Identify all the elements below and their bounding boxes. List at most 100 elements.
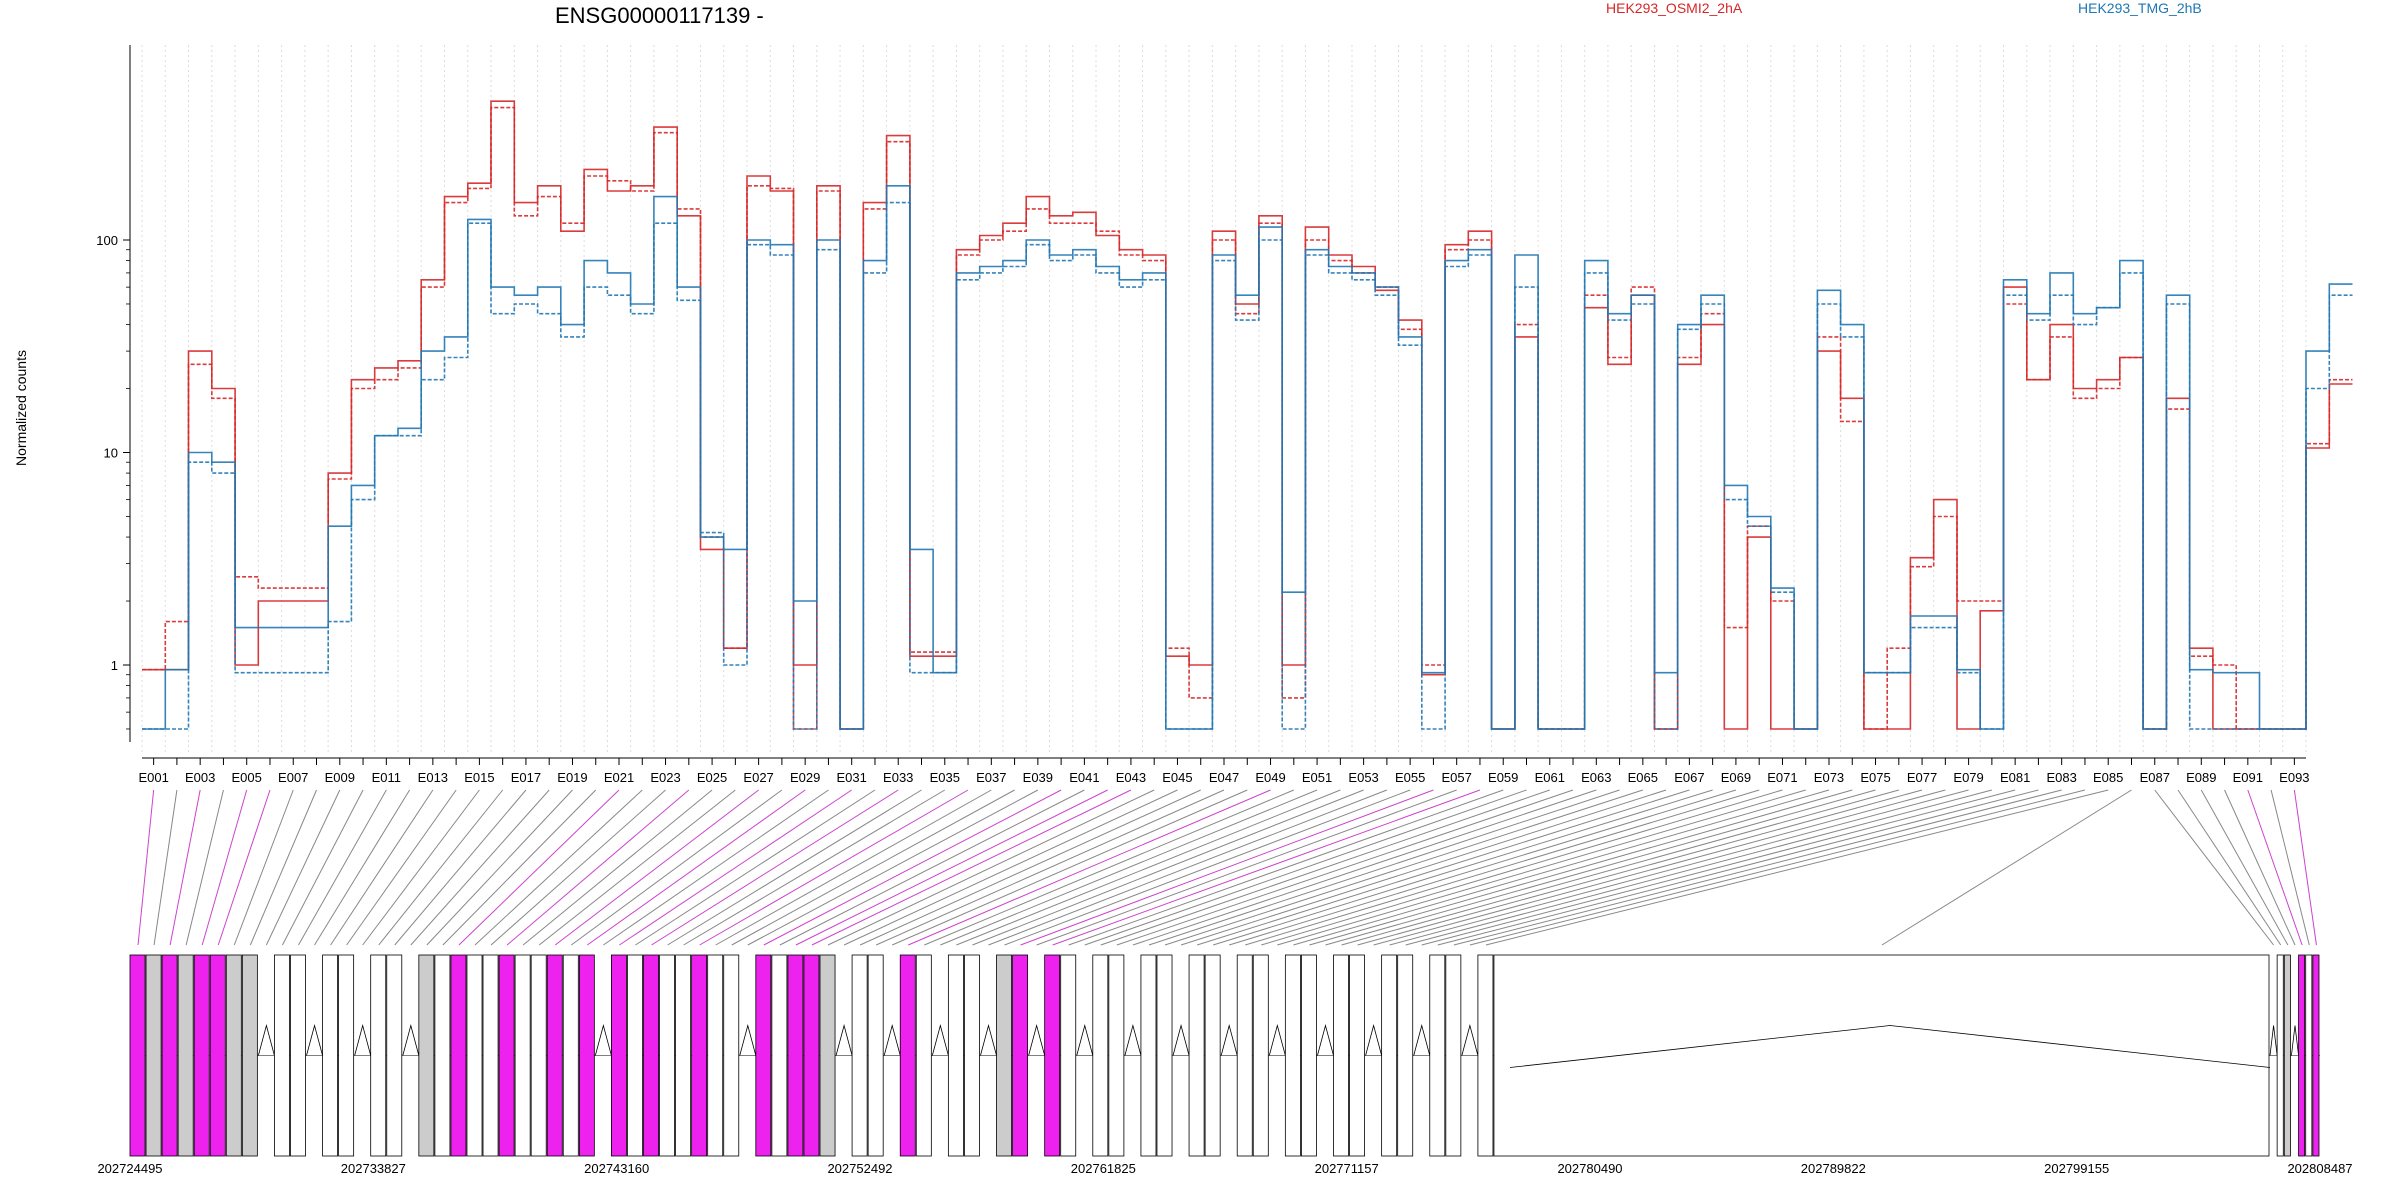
exon-block bbox=[161, 954, 178, 1157]
x-tick-label: E013 bbox=[418, 770, 448, 785]
exon-block bbox=[1493, 954, 2270, 1157]
exon-connector-line bbox=[1357, 789, 1923, 946]
intron-chevron bbox=[1461, 1023, 1479, 1056]
x-tick-label: E007 bbox=[278, 770, 308, 785]
exon-connector-line bbox=[538, 789, 736, 946]
exon-connector-line bbox=[1229, 789, 1737, 946]
intron-chevron bbox=[2291, 1025, 2299, 1056]
exon-connector-line bbox=[587, 789, 806, 946]
exon-block bbox=[851, 954, 868, 1157]
exon-connector-line bbox=[298, 789, 387, 946]
exon-connector-line bbox=[330, 789, 434, 946]
exon-connector-line bbox=[1116, 789, 1574, 946]
exon-block bbox=[145, 954, 162, 1157]
exon-connector-line bbox=[1485, 789, 2109, 946]
exon-connector-line bbox=[859, 789, 1201, 946]
exon-connector-line bbox=[1068, 789, 1504, 946]
x-tick-label: E041 bbox=[1069, 770, 1099, 785]
x-tick-label: E091 bbox=[2233, 770, 2263, 785]
x-tick-label: E025 bbox=[697, 770, 727, 785]
x-tick-label: E003 bbox=[185, 770, 215, 785]
exon-connector-line bbox=[185, 789, 224, 946]
exon-connector-line bbox=[667, 789, 922, 946]
exon-block bbox=[627, 954, 643, 1157]
exon-connector-line bbox=[2224, 789, 2296, 946]
x-tick-label: E057 bbox=[1442, 770, 1472, 785]
exon-block bbox=[514, 954, 531, 1157]
exon-connector-line bbox=[1373, 789, 1946, 946]
exon-connector-line bbox=[1052, 789, 1481, 946]
intron-chevron bbox=[594, 1023, 612, 1056]
exon-block bbox=[322, 954, 339, 1157]
exon-connector-line bbox=[1469, 789, 2086, 946]
x-tick-label: E075 bbox=[1860, 770, 1890, 785]
x-tick-label: E065 bbox=[1628, 770, 1658, 785]
series-line bbox=[142, 100, 2353, 730]
intron-chevron bbox=[980, 1023, 997, 1056]
intron-chevron bbox=[354, 1023, 372, 1056]
intron-chevron bbox=[306, 1023, 323, 1056]
exon-connector-line bbox=[570, 789, 783, 946]
exon-connector-line bbox=[169, 789, 201, 946]
exon-block bbox=[338, 954, 355, 1157]
exon-block bbox=[386, 954, 403, 1157]
exon-block bbox=[177, 954, 194, 1157]
x-tick-label: E069 bbox=[1721, 770, 1751, 785]
exon-block bbox=[1284, 954, 1301, 1157]
exon-block bbox=[225, 954, 242, 1157]
exon-connector-line bbox=[2270, 789, 2310, 946]
exon-connector-line bbox=[619, 789, 852, 946]
exon-connector-line bbox=[1164, 789, 1643, 946]
intron-chevron bbox=[1317, 1023, 1334, 1056]
exon-connector-line bbox=[314, 789, 411, 946]
exon-connector-line bbox=[346, 789, 457, 946]
exon-connector-line bbox=[1148, 789, 1620, 946]
x-tick-label: E017 bbox=[511, 770, 541, 785]
exon-block bbox=[241, 954, 258, 1157]
series-line bbox=[142, 185, 2353, 730]
gene-model-track: 202724495 202733827 202743160 202752492 2027… bbox=[97, 954, 2353, 1176]
exon-block bbox=[578, 954, 595, 1157]
exon-block bbox=[434, 954, 451, 1157]
x-tick-label: E031 bbox=[837, 770, 867, 785]
exon-block bbox=[1140, 954, 1157, 1157]
exon-connector-line bbox=[1293, 789, 1830, 946]
x-tick-label: E039 bbox=[1023, 770, 1053, 785]
exon-block bbox=[803, 954, 820, 1157]
exon-connector-line bbox=[233, 789, 294, 946]
exon-block bbox=[1012, 954, 1029, 1157]
legend-label-series-a: HEK293_OSMI2_2hA bbox=[1606, 0, 1743, 16]
exon-connector-line bbox=[843, 789, 1178, 946]
legend-label-series-b: HEK293_TMG_2hB bbox=[2078, 0, 2202, 16]
exon-connector-line bbox=[747, 789, 1039, 946]
series-line bbox=[142, 106, 2353, 730]
exon-block bbox=[755, 954, 772, 1157]
exon-connector-line bbox=[1100, 789, 1550, 946]
exon-connector-line bbox=[394, 789, 527, 946]
exon-connector-line bbox=[554, 789, 759, 946]
exon-block bbox=[370, 954, 387, 1157]
exon-block bbox=[1445, 954, 1462, 1157]
exon-block bbox=[1477, 954, 1494, 1157]
series-lines bbox=[142, 100, 2353, 730]
exon-block bbox=[1092, 954, 1109, 1157]
exon-connector-line bbox=[1881, 789, 2132, 946]
exon-connector-line bbox=[988, 789, 1388, 946]
exon-connector-line bbox=[1020, 789, 1434, 946]
exon-connector-line bbox=[1212, 789, 1713, 946]
exon-block bbox=[418, 954, 435, 1157]
genome-coordinate-label: 202761825 bbox=[1071, 1161, 1136, 1176]
exon-connector-line bbox=[265, 789, 341, 946]
exon-block bbox=[562, 954, 579, 1157]
exon-block bbox=[209, 954, 226, 1157]
y-tick-label: 1 bbox=[111, 658, 118, 673]
x-tick-label: E029 bbox=[790, 770, 820, 785]
exon-block bbox=[915, 954, 932, 1157]
exon-connector-line bbox=[940, 789, 1318, 946]
exon-connector-line bbox=[249, 789, 317, 946]
exon-block bbox=[947, 954, 964, 1157]
exon-connector-line bbox=[2247, 789, 2303, 946]
exon-connector-line bbox=[827, 789, 1155, 946]
exon-block bbox=[530, 954, 547, 1157]
